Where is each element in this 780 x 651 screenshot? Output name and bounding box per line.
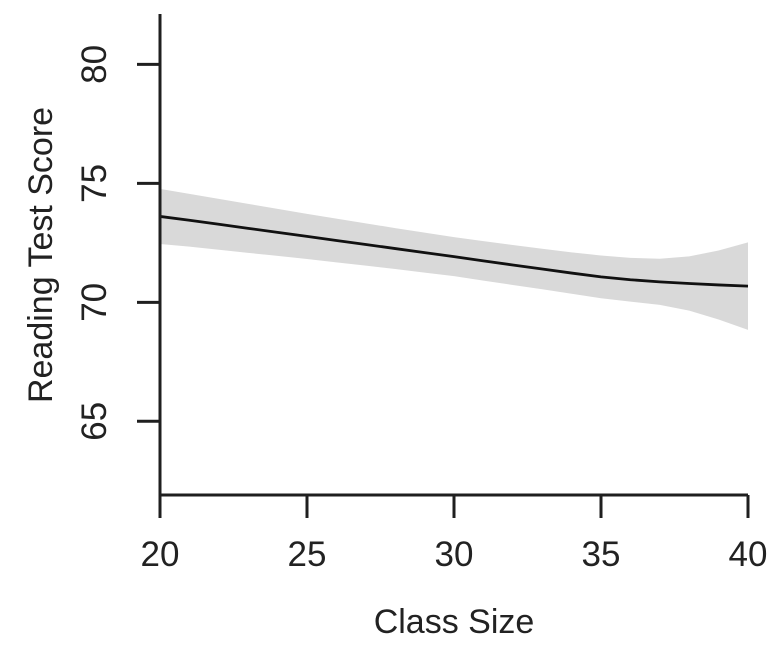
- confidence-band-layer: [160, 188, 748, 330]
- y-tick-label: 65: [75, 402, 114, 441]
- confidence-band: [160, 188, 748, 330]
- y-tick-label: 80: [75, 45, 114, 84]
- x-tick-label: 35: [582, 535, 621, 574]
- axis-layer: [137, 14, 750, 518]
- fitted-line-layer: [159, 215, 749, 288]
- x-tick-label: 20: [141, 535, 180, 574]
- y-tick-label: 75: [75, 164, 114, 203]
- y-tick-label: 70: [75, 283, 114, 322]
- x-axis-title: Class Size: [374, 603, 535, 641]
- x-tick-label: 30: [435, 535, 474, 574]
- x-tick-label: 25: [288, 535, 327, 574]
- tick-label-layer: 65 70 75 80 20 25 30 35 40: [75, 45, 767, 574]
- fitted-line: [159, 215, 749, 288]
- y-axis-title: Reading Test Score: [22, 107, 60, 403]
- x-tick-label: 40: [729, 535, 768, 574]
